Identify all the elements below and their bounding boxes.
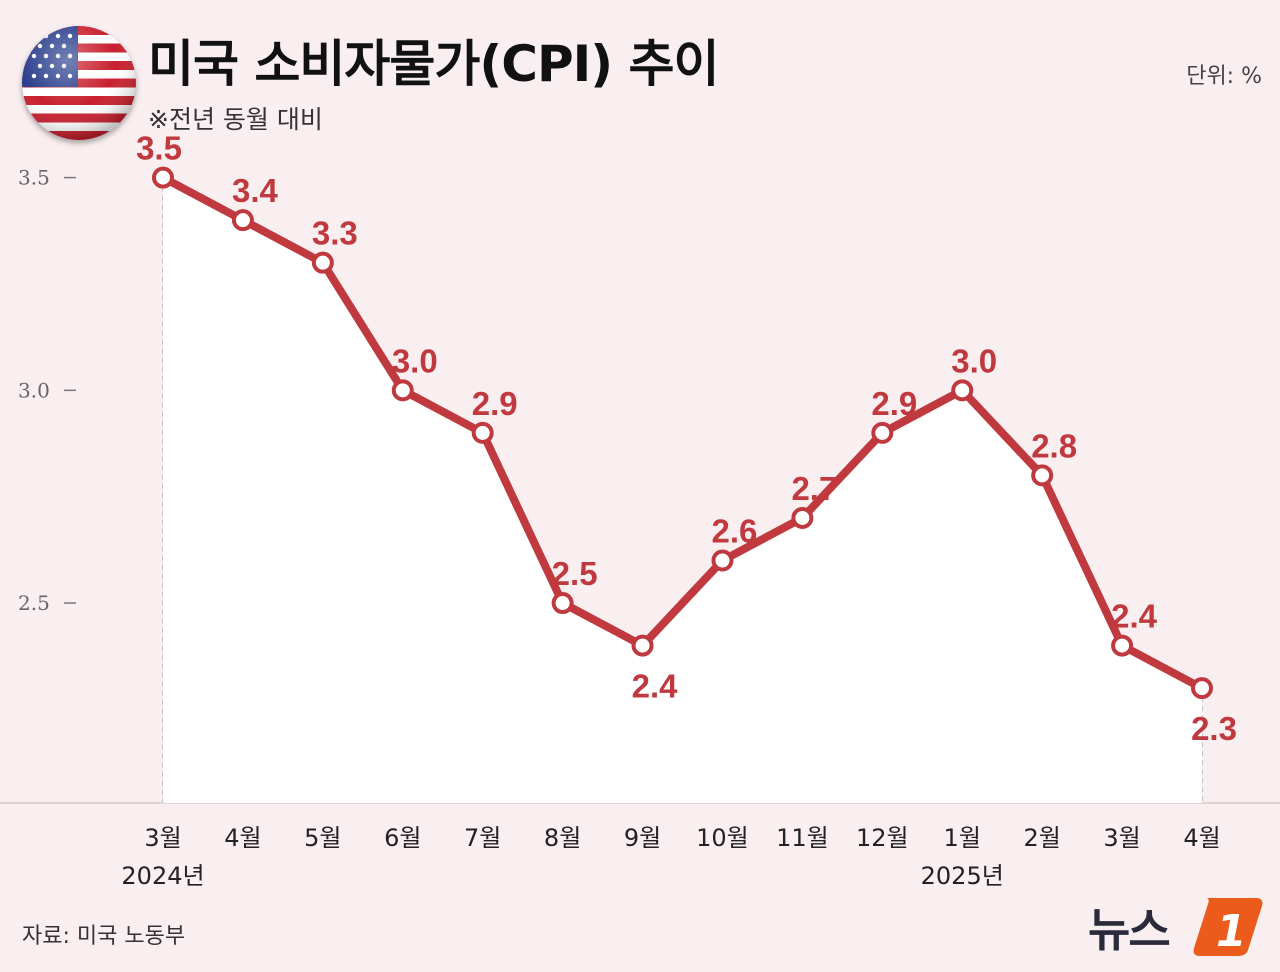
data-label: 2.9: [871, 385, 917, 422]
x-tick-label: 12월: [856, 824, 909, 852]
data-label: 2.4: [632, 668, 679, 705]
data-label: 2.3: [1191, 710, 1237, 747]
x-year-label: 2024년: [121, 862, 204, 890]
data-label: 2.9: [472, 385, 518, 422]
cpi-series-line: [159, 173, 1206, 693]
x-tick-label: 10월: [696, 824, 749, 852]
y-tick-label: 3.0: [18, 378, 50, 402]
x-tick-label: 11월: [776, 824, 829, 852]
source-note: 자료: 미국 노동부: [22, 924, 186, 949]
page-subtitle: ※전년 동월 대비: [148, 105, 323, 134]
x-tick-label: 4월: [1183, 824, 1220, 852]
data-label: 3.3: [312, 215, 358, 252]
data-point: [791, 506, 814, 529]
data-label: 3.4: [232, 172, 279, 209]
data-point: [871, 421, 894, 444]
us-flag-icon: [22, 26, 136, 140]
data-point: [1031, 464, 1054, 487]
data-point: [1111, 634, 1134, 657]
y-tick-label: 2.5: [18, 591, 50, 615]
x-tick-label: 7월: [464, 824, 501, 852]
chart-area-fill: [163, 177, 1202, 803]
unit-label: 단위: %: [1186, 64, 1262, 89]
data-point: [711, 549, 734, 572]
data-point: [1191, 677, 1213, 700]
data-point: [631, 634, 654, 657]
x-tick-label: 2월: [1023, 824, 1060, 852]
x-tick-label: 8월: [544, 824, 581, 852]
y-tick-label: 3.5: [18, 166, 50, 190]
data-point: [551, 592, 574, 615]
x-tick-label: 1월: [944, 824, 981, 852]
news1-logo: 뉴스 1: [1088, 888, 1268, 964]
svg-text:뉴스: 뉴스: [1088, 903, 1169, 957]
data-point: [231, 209, 254, 232]
x-tick-label: 4월: [224, 824, 261, 852]
x-tick-label: 9월: [624, 824, 661, 852]
data-point: [951, 379, 974, 402]
data-label: 2.5: [552, 555, 598, 592]
x-tick-label: 6월: [384, 824, 421, 852]
x-tick-label: 3월: [144, 824, 181, 852]
svg-text:1: 1: [1216, 906, 1247, 957]
data-label: 3.0: [951, 342, 997, 379]
x-tick-label: 3월: [1103, 824, 1140, 852]
data-label: 2.4: [1111, 598, 1158, 635]
x-tick-label: 5월: [304, 824, 341, 852]
data-label: 2.7: [791, 470, 837, 507]
page-title: 미국 소비자물가(CPI) 추이: [148, 35, 719, 93]
data-point: [471, 421, 494, 444]
data-point: [152, 166, 174, 189]
data-point: [311, 251, 334, 274]
data-label: 2.8: [1031, 427, 1077, 464]
data-point: [391, 379, 414, 402]
data-label: 2.6: [712, 512, 758, 549]
data-label: 3.5: [136, 130, 182, 167]
x-year-label: 2025년: [921, 862, 1004, 890]
data-label: 3.0: [392, 342, 438, 379]
